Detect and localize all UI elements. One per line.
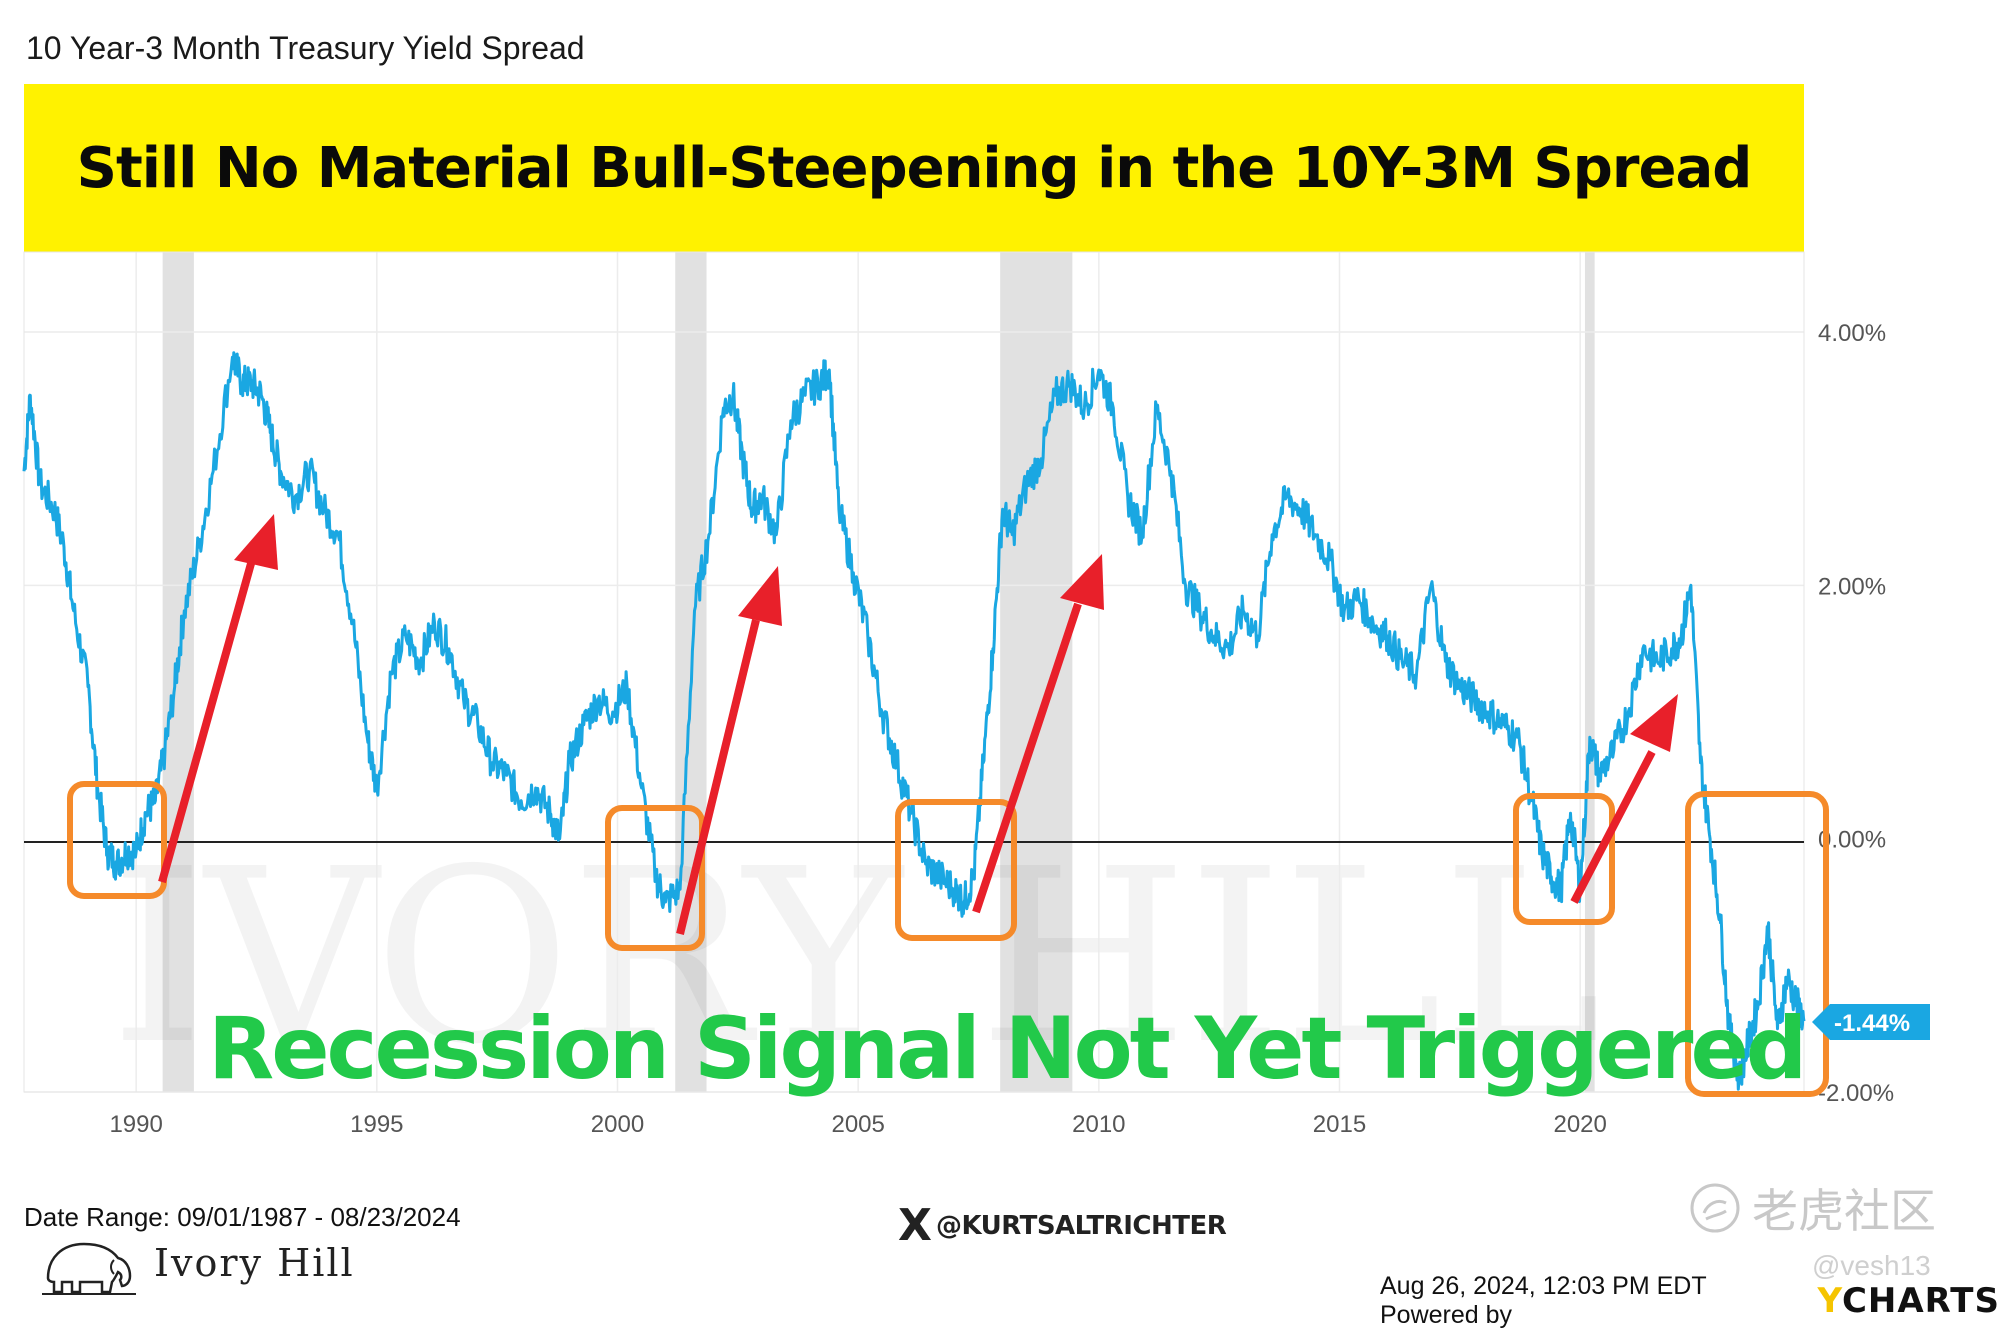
watermark-text: IVORY HILL — [110, 817, 1602, 1097]
x-tick-label: 1990 — [109, 1111, 162, 1138]
date-range: Date Range: 09/01/1987 - 08/23/2024 — [24, 1202, 461, 1232]
tiger-community-icon — [1690, 1183, 1740, 1233]
steepening-arrow-1990 — [158, 514, 278, 884]
y-tick-label: 4.00% — [1818, 320, 1886, 347]
ycharts-text: CHARTS — [1841, 1281, 2000, 1321]
ycharts-y: Y — [1817, 1281, 1842, 1321]
x-axis: 1990 1995 2000 2005 2010 2015 2020 — [109, 1111, 1606, 1138]
social-handle[interactable]: X @KURTSALTRICHTER — [898, 1200, 1227, 1251]
x-tick-label: 2020 — [1553, 1111, 1606, 1138]
trough-box-1990 — [67, 781, 167, 899]
y-axis: 4.00% 2.00% 0.00% -2.00% — [1818, 320, 1894, 1107]
x-tick-label: 1995 — [350, 1111, 403, 1138]
trough-box-2000 — [605, 805, 705, 951]
spread-line — [22, 351, 1806, 1091]
last-value-badge — [1812, 1004, 1930, 1040]
x-logo-icon: X — [898, 1200, 932, 1251]
corner-watermark-text: 老虎社区 — [1752, 1184, 1936, 1238]
x-tick-label: 2005 — [831, 1111, 884, 1138]
x-tick-label: 2015 — [1313, 1111, 1366, 1138]
x-tick-label: 2000 — [591, 1111, 644, 1138]
brand-name: Ivory Hill — [154, 1241, 355, 1285]
plot-frame — [23, 251, 1805, 1093]
headline-text: Still No Material Bull-Steepening in the… — [76, 135, 1753, 201]
steepening-arrow-2007 — [972, 554, 1104, 914]
trough-box-2019 — [1513, 793, 1615, 925]
last-value-label: -1.44% — [1834, 1010, 1910, 1037]
elephant-icon — [42, 1242, 136, 1295]
corner-username: @vesh13 — [1812, 1250, 1931, 1281]
x-tick-label: 2010 — [1072, 1111, 1125, 1138]
recession-band-3 — [1584, 252, 1595, 1092]
y-tick-label: 2.00% — [1818, 573, 1886, 600]
trough-box-2007 — [895, 799, 1017, 941]
recession-signal-annotation: Recession Signal Not Yet Triggered — [208, 999, 1804, 1099]
steepening-arrow-2019 — [1570, 694, 1678, 904]
y-tick-label: -2.00% — [1818, 1080, 1894, 1107]
headline-banner: Still No Material Bull-Steepening in the… — [24, 84, 1804, 252]
current-inversion-box — [1685, 791, 1829, 1097]
chart-title: 10 Year-3 Month Treasury Yield Spread — [26, 30, 585, 66]
y-tick-label: 0.00% — [1818, 827, 1886, 854]
gridlines — [24, 252, 1804, 1093]
ivory-hill-logo: Ivory Hill — [40, 1230, 355, 1296]
ycharts-logo: YCHARTS — [1818, 1281, 2000, 1321]
timestamp-text: Aug 26, 2024, 12:03 PM EDT Powered by — [1380, 1272, 1707, 1329]
steepening-arrow-2001 — [676, 566, 782, 935]
handle-text: @KURTSALTRICHTER — [935, 1210, 1227, 1241]
corner-watermark: 老虎社区 — [1688, 1175, 1936, 1241]
